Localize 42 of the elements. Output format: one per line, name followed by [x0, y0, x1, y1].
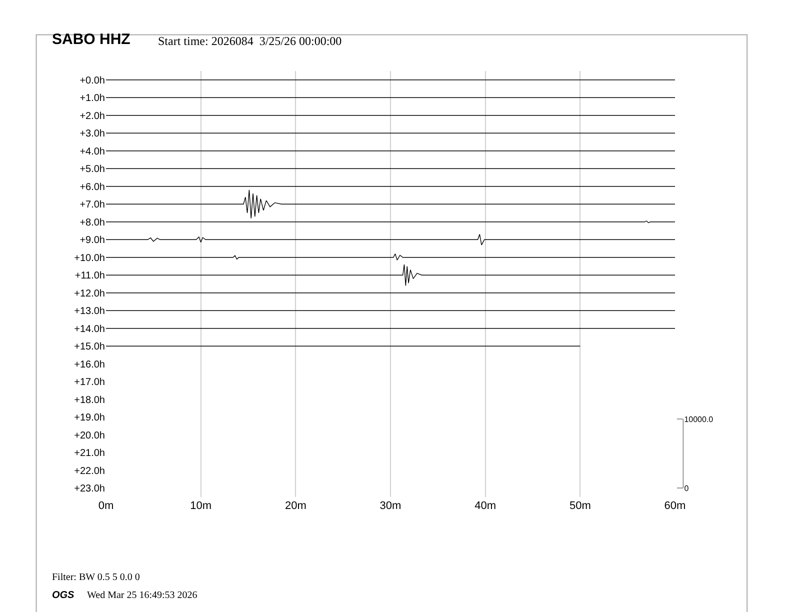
text: Wed Mar 25 16:49:53 2026: [87, 590, 198, 601]
text: OGS: [52, 590, 75, 601]
y-tick-label: +13.0h: [74, 306, 105, 318]
y-tick-label: +19.0h: [74, 412, 105, 424]
line-series: [106, 253, 676, 260]
y-tick-label: +23.0h: [74, 484, 105, 495]
y-tick-label: +0.0h: [80, 75, 105, 86]
y-tick-label: +7.0h: [80, 200, 105, 211]
y-tick-label: +1.0h: [80, 93, 105, 104]
y-tick-label: +16.0h: [74, 359, 105, 370]
y-tick-label: +22.0h: [74, 466, 105, 477]
x-tick-label: 60m: [664, 500, 686, 512]
y-tick-label: +4.0h: [80, 146, 105, 158]
y-tick-label: +11.0h: [74, 270, 105, 282]
chart-title: SABO HHZ: [52, 31, 130, 48]
y-tick-label: +5.0h: [80, 164, 105, 176]
text: Filter: BW 0.5 5 0.0 0: [52, 572, 140, 583]
y-tick-label: +12.0h: [74, 288, 105, 300]
y-tick-label: +9.0h: [80, 235, 105, 246]
x-tick-label: 0m: [98, 500, 114, 512]
x-tick-label: 50m: [569, 500, 591, 512]
y-tick-label: +21.0h: [74, 448, 105, 460]
y-tick-label: +10.0h: [74, 252, 105, 264]
x-tick-label: 20m: [284, 500, 306, 512]
y-tick-label: +20.0h: [74, 430, 105, 442]
y-tick-label: +14.0h: [74, 324, 105, 335]
x-tick-label: 30m: [380, 500, 402, 512]
line-series: [106, 234, 676, 246]
x-tick-label: 10m: [190, 500, 212, 512]
line-series: [106, 190, 676, 219]
y-tick-label: +3.0h: [80, 128, 105, 140]
y-tick-label: +17.0h: [74, 377, 105, 388]
chart-subtitle: Start time: 2026084 3/25/26 00:00:00: [158, 34, 342, 48]
y-tick-label: +15.0h: [74, 342, 105, 353]
y-tick-label: +8.0h: [80, 217, 105, 228]
y2-tick-label: 10000.0: [684, 414, 714, 424]
line-series: [106, 264, 676, 286]
y-tick-label: +18.0h: [74, 394, 105, 406]
y-tick-label: +6.0h: [80, 182, 105, 193]
x-tick-label: 40m: [474, 500, 496, 512]
y-tick-label: +2.0h: [80, 110, 105, 122]
y2-tick-label: 0: [684, 484, 690, 493]
